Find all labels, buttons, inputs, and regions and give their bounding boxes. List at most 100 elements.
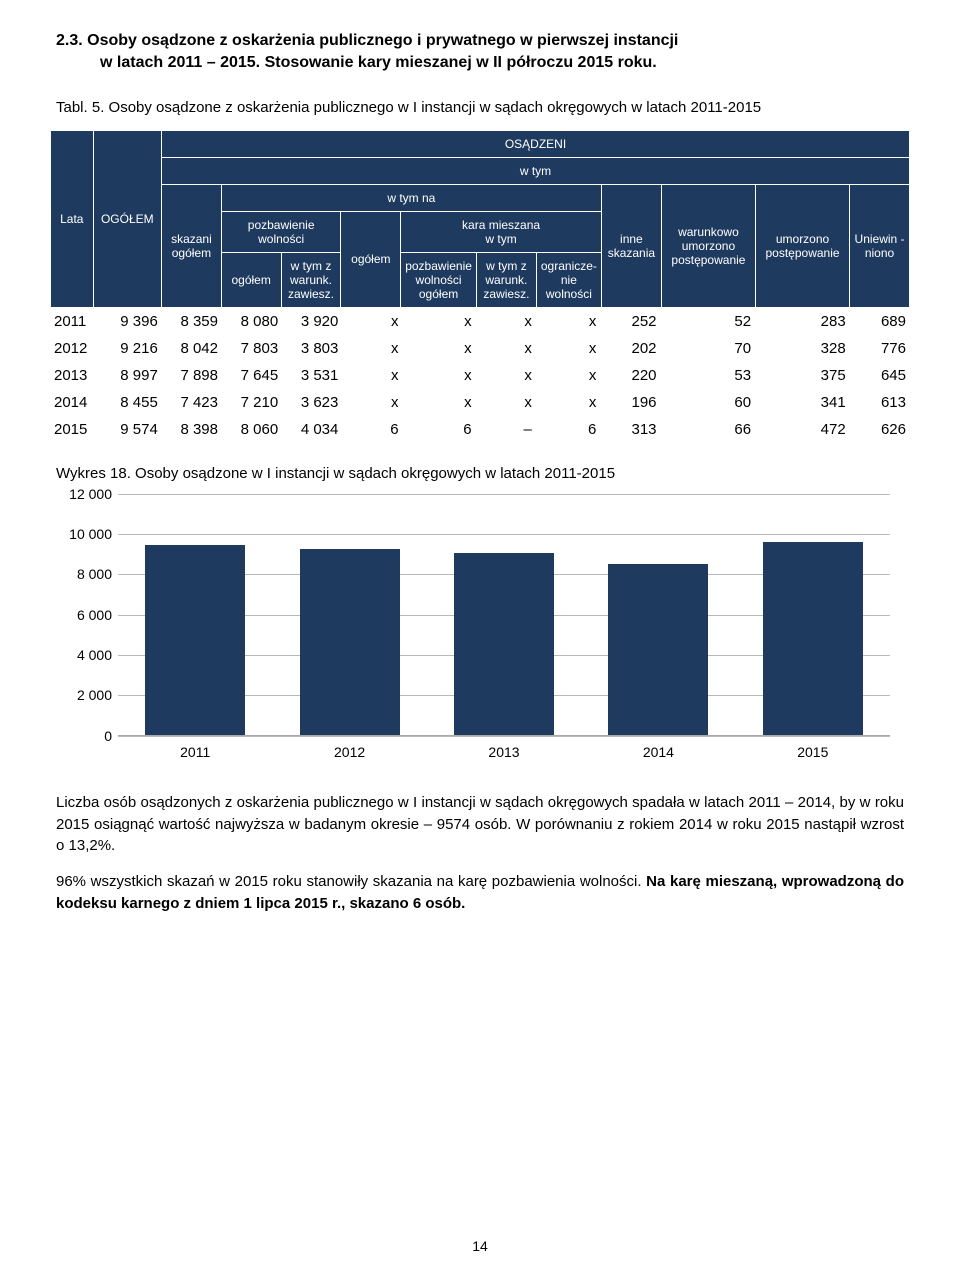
table-row: 20148 4557 4237 2103 623xxxx19660341613 xyxy=(50,389,910,416)
th-w-tym-1: w tym xyxy=(162,157,910,184)
table-cell: x xyxy=(476,362,536,389)
table-header: Lata OGÓŁEM OSĄDZENI w tym skazani ogółe… xyxy=(50,130,910,308)
th-w-tym-z-warunk: w tym z warunk. zawiesz. xyxy=(281,252,341,307)
th-uniewinniono: Uniewin -niono xyxy=(850,184,910,307)
th-pozb-wolnosci-ogolem: pozbawienie wolności ogółem xyxy=(401,252,477,307)
table-cell: 8 398 xyxy=(162,416,222,443)
paragraph-1: Liczba osób osądzonych z oskarżenia publ… xyxy=(56,792,904,857)
table-cell: 626 xyxy=(850,416,910,443)
table-cell: x xyxy=(536,389,601,416)
chart-xlabel: 2011 xyxy=(145,744,245,760)
th-inne-skazania: inne skazania xyxy=(601,184,661,307)
th-lata: Lata xyxy=(51,130,94,307)
table-row: 20159 5748 3988 0604 03466–631366472626 xyxy=(50,416,910,443)
bar-chart: 02 0004 0006 0008 00010 00012 0002011201… xyxy=(60,494,900,764)
chart-bar xyxy=(763,542,863,735)
chart-ylabel: 2 000 xyxy=(60,687,112,703)
table-cell: 2013 xyxy=(50,362,93,389)
chart-bar xyxy=(454,553,554,734)
table-cell: 2015 xyxy=(50,416,93,443)
table-cell: 8 060 xyxy=(222,416,282,443)
table-cell: 202 xyxy=(600,335,660,362)
table-cell: 341 xyxy=(755,389,850,416)
chart-xlabel: 2015 xyxy=(763,744,863,760)
table-cell: 3 920 xyxy=(282,308,342,335)
table-cell: 2012 xyxy=(50,335,93,362)
section-title-line2: w latach 2011 – 2015. Stosowanie kary mi… xyxy=(56,52,910,74)
table-cell: x xyxy=(403,389,476,416)
th-osadzeni: OSĄDZENI xyxy=(162,130,910,157)
table-cell: 3 531 xyxy=(282,362,342,389)
body-text: Liczba osób osądzonych z oskarżenia publ… xyxy=(50,792,910,915)
chart-ylabel: 0 xyxy=(60,728,112,744)
th-ogolem-3: ogółem xyxy=(221,252,281,307)
table-cell: 3 803 xyxy=(282,335,342,362)
table-cell: x xyxy=(342,362,402,389)
table-cell: 8 455 xyxy=(93,389,162,416)
table-cell: – xyxy=(476,416,536,443)
table-cell: x xyxy=(536,308,601,335)
th-w-tym-na: w tym na xyxy=(221,184,601,211)
chart-xlabel: 2014 xyxy=(608,744,708,760)
table-cell: x xyxy=(403,335,476,362)
table-cell: 52 xyxy=(661,308,756,335)
chart-xlabel: 2012 xyxy=(300,744,400,760)
table-cell: 689 xyxy=(850,308,910,335)
table-cell: 7 423 xyxy=(162,389,222,416)
table-cell: x xyxy=(403,362,476,389)
table-cell: 9 396 xyxy=(93,308,162,335)
table-cell: 220 xyxy=(600,362,660,389)
table-cell: 6 xyxy=(536,416,601,443)
th-skazani-ogolem: skazani ogółem xyxy=(162,184,222,307)
chart-xlabel: 2013 xyxy=(454,744,554,760)
table-cell: x xyxy=(476,389,536,416)
table-row: 20119 3968 3598 0803 920xxxx25252283689 xyxy=(50,308,910,335)
table-cell: 283 xyxy=(755,308,850,335)
table-cell: x xyxy=(342,335,402,362)
th-ograniczenie: ogranicze-nie wolności xyxy=(536,252,601,307)
th-umorzono: umorzono postępowanie xyxy=(755,184,849,307)
chart-gridline xyxy=(118,736,890,737)
th-ogolem-caps: OGÓŁEM xyxy=(93,130,161,307)
table-cell: 7 898 xyxy=(162,362,222,389)
th-w-tym-2: w tym xyxy=(485,232,516,246)
chart-ylabel: 4 000 xyxy=(60,647,112,663)
data-table: 20119 3968 3598 0803 920xxxx252522836892… xyxy=(50,308,910,443)
th-w-tym-z-warunk-2: w tym z warunk. zawiesz. xyxy=(476,252,536,307)
section-title: 2.3. Osoby osądzone z oskarżenia publicz… xyxy=(50,30,910,75)
table-cell: 7 803 xyxy=(222,335,282,362)
chart-bar xyxy=(145,545,245,734)
table-cell: 4 034 xyxy=(282,416,342,443)
table-row: 20129 2168 0427 8033 803xxxx20270328776 xyxy=(50,335,910,362)
th-kara-mieszana-group: kara mieszana w tym xyxy=(401,211,602,252)
table-cell: x xyxy=(403,308,476,335)
page-number: 14 xyxy=(0,1238,960,1254)
table-cell: 66 xyxy=(661,416,756,443)
th-warunkowo-umorzono: warunkowo umorzono postępowanie xyxy=(661,184,755,307)
table-row: 20138 9977 8987 6453 531xxxx22053375645 xyxy=(50,362,910,389)
chart-bar xyxy=(608,564,708,735)
table-cell: 2011 xyxy=(50,308,93,335)
table-cell: 60 xyxy=(661,389,756,416)
table-cell: 8 042 xyxy=(162,335,222,362)
table-cell: x xyxy=(476,308,536,335)
chart-gridline xyxy=(118,534,890,535)
table-cell: 9 216 xyxy=(93,335,162,362)
section-title-line1: 2.3. Osoby osądzone z oskarżenia publicz… xyxy=(56,32,678,49)
table-cell: 613 xyxy=(850,389,910,416)
chart-caption: Wykres 18. Osoby osądzone w I instancji … xyxy=(50,465,910,482)
table-cell: 53 xyxy=(661,362,756,389)
table-cell: 8 997 xyxy=(93,362,162,389)
table-cell: x xyxy=(342,308,402,335)
table-cell: x xyxy=(476,335,536,362)
table-cell: 472 xyxy=(755,416,850,443)
table-cell: 6 xyxy=(403,416,476,443)
table-cell: 645 xyxy=(850,362,910,389)
chart-bar xyxy=(300,549,400,735)
table-cell: 313 xyxy=(600,416,660,443)
chart-gridline xyxy=(118,494,890,495)
table-cell: 70 xyxy=(661,335,756,362)
table-cell: 252 xyxy=(600,308,660,335)
chart-ylabel: 8 000 xyxy=(60,566,112,582)
th-pozbawienie-wolnosci: pozbawienie wolności xyxy=(221,211,341,252)
